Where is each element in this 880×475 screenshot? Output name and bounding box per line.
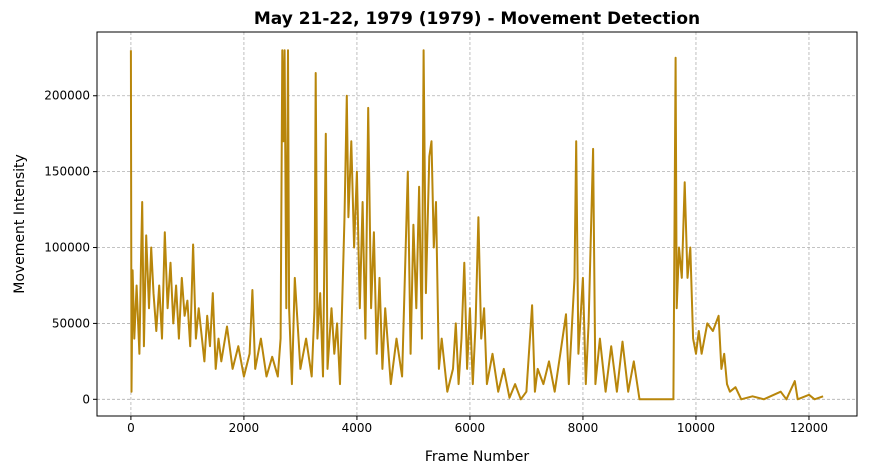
x-tick-label: 2000 bbox=[229, 421, 260, 435]
x-tick-label: 6000 bbox=[455, 421, 486, 435]
y-axis-label: Movement Intensity bbox=[12, 154, 28, 294]
x-tick-label: 10000 bbox=[677, 421, 715, 435]
x-tick-label: 0 bbox=[127, 421, 135, 435]
y-tick-label: 150000 bbox=[44, 165, 90, 179]
plot-frame bbox=[96, 31, 858, 417]
x-axis-label: Frame Number bbox=[425, 449, 530, 465]
y-tick-label: 100000 bbox=[44, 241, 90, 255]
data-line bbox=[129, 49, 824, 401]
y-tick-label: 0 bbox=[82, 392, 90, 406]
x-tick-label: 8000 bbox=[568, 421, 599, 435]
y-tick-label: 50000 bbox=[52, 316, 90, 330]
y-tick-label: 200000 bbox=[44, 89, 90, 103]
x-tick-label: 4000 bbox=[342, 421, 373, 435]
chart-title: May 21-22, 1979 (1979) - Movement Detect… bbox=[254, 9, 700, 29]
x-tick-label: 12000 bbox=[790, 421, 828, 435]
